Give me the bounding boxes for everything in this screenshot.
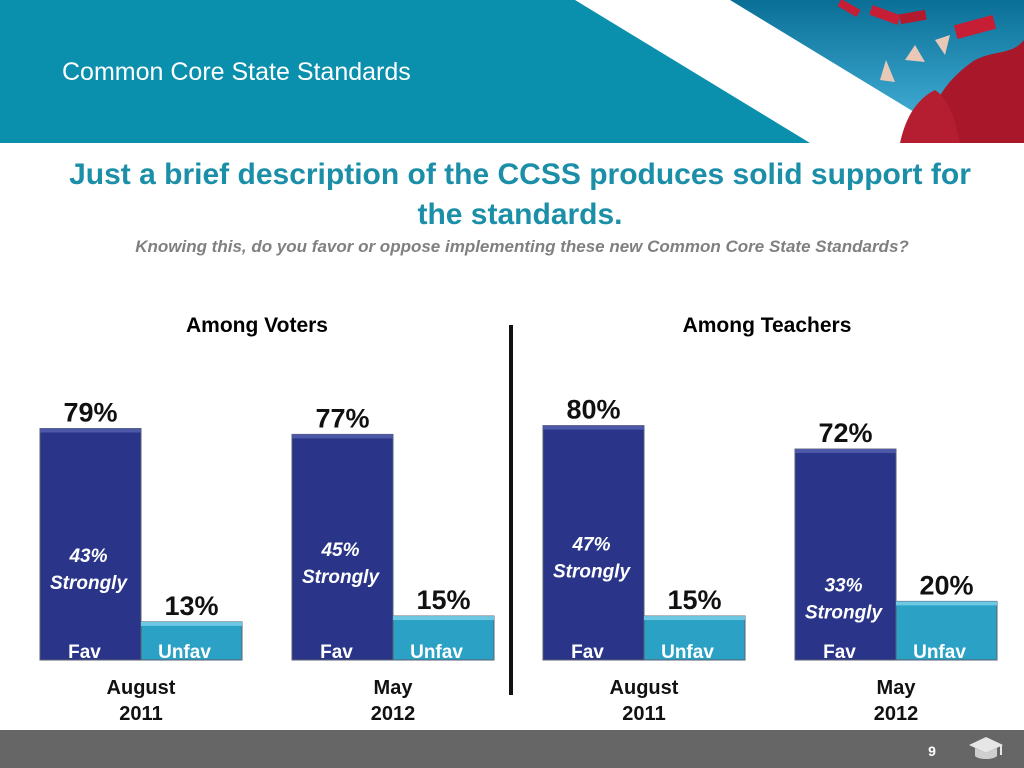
graduation-caps-illustration — [837, 0, 1024, 143]
header-graphic — [0, 0, 1024, 143]
headline: Just a brief description of the CCSS pro… — [69, 158, 971, 231]
unfav-bar — [643, 615, 746, 661]
strongly-text-label: Strongly — [553, 561, 631, 582]
category-label-line2: 2012 — [371, 703, 416, 725]
unfav-value-label: 15% — [667, 585, 721, 615]
category-label-line2: 2011 — [119, 703, 162, 725]
footer-bar — [0, 730, 1024, 768]
category-label-line1: May — [877, 677, 917, 699]
unfav-bar-highlight — [644, 616, 745, 621]
unfav-bar-highlight — [896, 601, 997, 606]
panel-header: Among Voters — [186, 314, 328, 337]
fav-bar — [794, 448, 897, 661]
unfav-bar — [392, 615, 495, 661]
header-teal-band — [0, 0, 810, 143]
category-label-line1: August — [107, 677, 176, 699]
unfav-bar-name: Unfav — [410, 642, 463, 663]
fav-value-label: 80% — [566, 395, 620, 425]
unfav-bar-highlight — [141, 621, 242, 626]
strongly-text-label: Strongly — [302, 567, 380, 588]
fav-value-label: 79% — [63, 398, 117, 428]
category-label-line1: August — [610, 677, 679, 699]
unfav-value-label: 15% — [416, 585, 470, 615]
fav-bar-name: Fav — [571, 642, 604, 663]
fav-bar — [542, 425, 645, 661]
unfav-value-label: 13% — [164, 591, 218, 621]
header-banner: Common Core State Standards — [0, 0, 1024, 143]
fav-bar-highlight — [40, 428, 141, 433]
strongly-text-label: Strongly — [50, 573, 128, 594]
fav-bar-name: Fav — [823, 642, 856, 663]
strongly-percent-label: 45% — [320, 540, 359, 561]
strongly-percent-label: 47% — [571, 534, 610, 555]
fav-bar-name: Fav — [68, 642, 101, 663]
fav-bar-highlight — [543, 425, 644, 430]
fav-bar-highlight — [795, 449, 896, 454]
strongly-percent-label: 43% — [68, 546, 107, 567]
unfav-bar — [140, 621, 243, 661]
page-number: 9 — [928, 743, 936, 759]
bar-chart: Among Voters 79% 13% 43% Strongly Fav Unfav Aug… — [39, 314, 998, 725]
unfav-bar-name: Unfav — [913, 642, 966, 663]
category-label-line2: 2012 — [874, 703, 919, 725]
fav-value-label: 72% — [818, 418, 872, 448]
strongly-percent-label: 33% — [824, 575, 862, 596]
unfav-bar — [895, 600, 998, 661]
category-label-line1: May — [374, 677, 414, 699]
survey-question: Knowing this, do you favor or oppose imp… — [135, 237, 909, 256]
unfav-bar-highlight — [393, 616, 494, 621]
fav-value-label: 77% — [315, 403, 369, 433]
slide-title: Common Core State Standards — [62, 58, 411, 86]
category-label-line2: 2011 — [622, 703, 665, 725]
fav-bar — [39, 428, 142, 661]
unfav-bar-name: Unfav — [661, 642, 714, 663]
graduation-cap-icon — [969, 737, 1003, 759]
fav-bar-name: Fav — [320, 642, 353, 663]
fav-bar-highlight — [292, 434, 393, 439]
unfav-bar-name: Unfav — [158, 642, 211, 663]
unfav-value-label: 20% — [919, 570, 973, 600]
strongly-text-label: Strongly — [805, 602, 883, 623]
panel-header: Among Teachers — [683, 314, 852, 337]
